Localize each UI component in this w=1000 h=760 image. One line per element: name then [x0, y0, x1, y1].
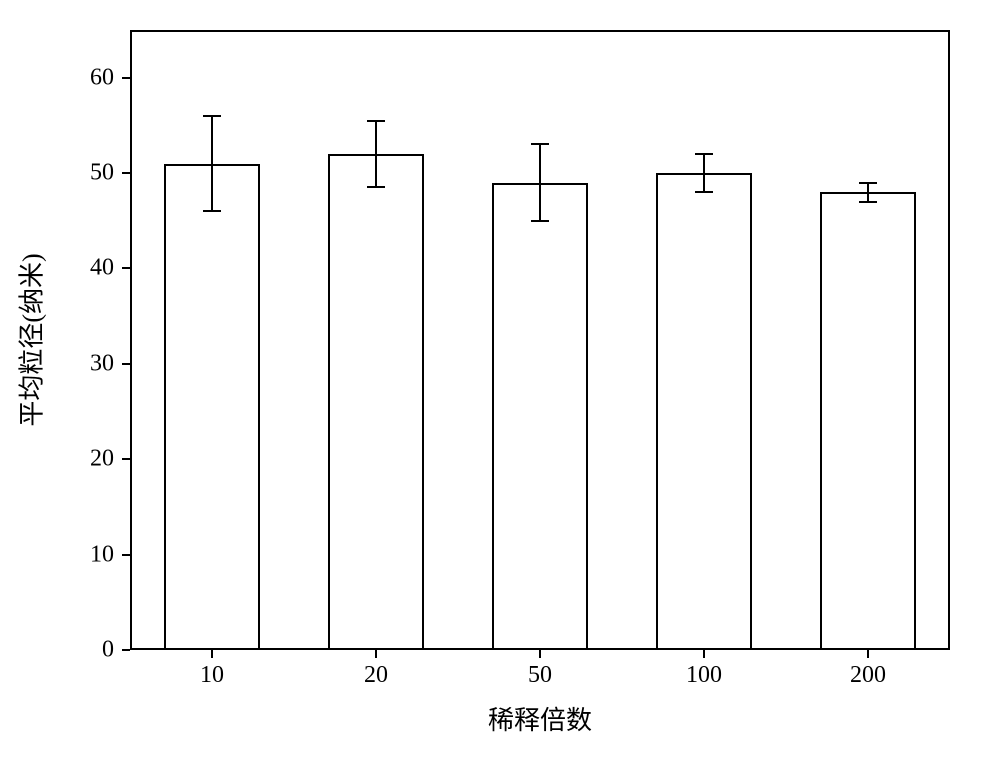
error-bar-cap-top — [203, 115, 221, 117]
y-tick-label: 10 — [90, 541, 114, 568]
x-tick-label: 100 — [686, 662, 722, 689]
error-bar-stem — [211, 116, 213, 211]
bar-chart: 平均粒径(纳米) 稀释倍数 0 10 20 30 40 50 60 10 20 50 100 200 — [0, 0, 1000, 760]
error-bar-cap-bottom — [203, 210, 221, 212]
y-tick — [122, 554, 130, 556]
y-tick-label: 0 — [102, 637, 114, 664]
bar — [492, 183, 587, 650]
bar — [164, 164, 259, 650]
y-tick — [122, 267, 130, 269]
error-bar-cap-bottom — [859, 201, 877, 203]
error-bar-stem — [539, 144, 541, 220]
y-tick-label: 50 — [90, 160, 114, 187]
y-tick — [122, 458, 130, 460]
x-tick-label: 10 — [200, 662, 224, 689]
y-tick-label: 30 — [90, 350, 114, 377]
error-bar-cap-bottom — [695, 191, 713, 193]
x-tick-label: 50 — [528, 662, 552, 689]
y-tick-label: 40 — [90, 255, 114, 282]
bar — [820, 192, 915, 650]
x-tick-label: 20 — [364, 662, 388, 689]
error-bar-cap-top — [367, 120, 385, 122]
error-bar-stem — [375, 121, 377, 188]
y-tick-label: 20 — [90, 446, 114, 473]
bar — [328, 154, 423, 650]
y-tick — [122, 77, 130, 79]
error-bar-cap-bottom — [531, 220, 549, 222]
y-tick — [122, 363, 130, 365]
x-tick — [539, 650, 541, 658]
y-axis-label: 平均粒径(纳米) — [12, 30, 49, 650]
y-tick-label: 60 — [90, 64, 114, 91]
error-bar-cap-bottom — [367, 186, 385, 188]
x-tick — [867, 650, 869, 658]
x-tick — [211, 650, 213, 658]
x-tick-label: 200 — [850, 662, 886, 689]
error-bar-cap-top — [531, 143, 549, 145]
x-tick — [375, 650, 377, 658]
x-axis-label: 稀释倍数 — [488, 700, 592, 737]
y-tick — [122, 649, 130, 651]
error-bar-stem — [867, 183, 869, 202]
error-bar-cap-top — [695, 153, 713, 155]
error-bar-cap-top — [859, 182, 877, 184]
y-tick — [122, 172, 130, 174]
bar — [656, 173, 751, 650]
error-bar-stem — [703, 154, 705, 192]
x-tick — [703, 650, 705, 658]
